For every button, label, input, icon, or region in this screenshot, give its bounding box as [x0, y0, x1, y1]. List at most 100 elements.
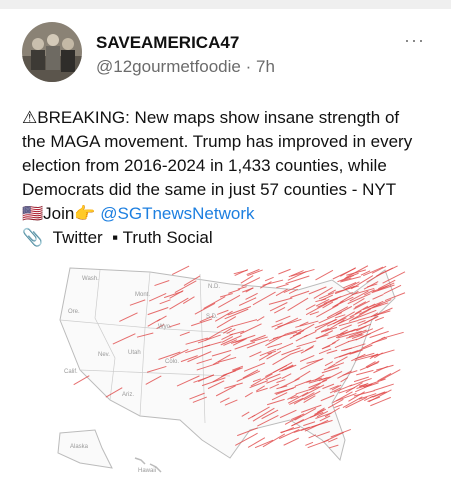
- arrow: [335, 305, 353, 316]
- arrow: [309, 411, 324, 418]
- arrow: [321, 327, 329, 333]
- arrow: [334, 404, 343, 409]
- arrow: [194, 302, 216, 315]
- map-label: N.D.: [208, 284, 220, 290]
- arrow: [229, 330, 245, 336]
- arrow: [334, 314, 346, 319]
- arrow: [339, 290, 359, 303]
- more-menu[interactable]: ···: [404, 30, 425, 50]
- arrow: [337, 274, 355, 283]
- arrow: [359, 361, 379, 371]
- arrow: [364, 289, 375, 296]
- arrow: [168, 323, 181, 328]
- arrow: [352, 309, 377, 320]
- hawaii-outline: [134, 457, 162, 473]
- arrow: [112, 333, 136, 345]
- arrow: [299, 355, 315, 362]
- arrow: [371, 349, 395, 358]
- arrow: [254, 439, 274, 449]
- arrow: [252, 291, 276, 306]
- arrow: [355, 333, 371, 341]
- arrow: [246, 339, 270, 349]
- map-label: Mont.: [135, 292, 150, 298]
- arrow: [159, 299, 171, 305]
- arrow: [145, 375, 162, 385]
- arrow: [218, 294, 241, 308]
- arrow: [325, 319, 345, 332]
- arrow: [348, 308, 372, 322]
- arrow: [287, 391, 309, 404]
- arrow: [304, 345, 315, 352]
- arrow: [299, 321, 309, 327]
- arrow: [224, 308, 249, 320]
- arrow: [196, 362, 220, 371]
- arrow: [353, 300, 370, 310]
- arrow: [280, 426, 295, 434]
- arrow: [197, 374, 215, 383]
- arrow: [216, 316, 237, 329]
- arrow: [324, 407, 340, 418]
- arrow: [318, 292, 335, 300]
- arrow: [353, 390, 375, 397]
- arrow: [179, 331, 190, 337]
- arrow: [370, 396, 391, 407]
- arrow: [266, 376, 282, 384]
- arrow: [304, 419, 329, 432]
- arrow: [274, 307, 286, 314]
- arrow: [154, 280, 170, 287]
- arrow: [340, 276, 361, 283]
- arrow: [349, 310, 362, 318]
- arrow: [215, 385, 236, 397]
- arrow: [372, 293, 384, 300]
- arrow: [252, 378, 262, 383]
- arrow: [366, 273, 381, 283]
- arrow: [271, 322, 283, 328]
- handle[interactable]: @12gourmetfoodie: [96, 57, 241, 76]
- arrow: [268, 336, 279, 342]
- arrow: [358, 303, 381, 315]
- join-line: 🇺🇸Join👉 @SGTnewsNetwork: [22, 202, 412, 226]
- arrow: [345, 396, 368, 409]
- arrow: [216, 309, 229, 315]
- mention-link[interactable]: @SGTnewsNetwork: [100, 204, 255, 223]
- arrow: [211, 349, 232, 357]
- arrow: [327, 398, 344, 409]
- arrow: [285, 275, 310, 285]
- arrow: [345, 382, 363, 394]
- join-text: 🇺🇸Join👉: [22, 204, 96, 223]
- arrow: [349, 290, 369, 302]
- avatar[interactable]: [22, 22, 82, 82]
- state-lines: [59, 319, 231, 334]
- arrow: [368, 389, 392, 403]
- arrow: [303, 395, 316, 404]
- arrow: [169, 348, 189, 359]
- arrow: [335, 392, 357, 402]
- arrow: [293, 426, 310, 433]
- arrow: [231, 319, 258, 327]
- arrow: [301, 404, 322, 413]
- arrow: [212, 354, 231, 366]
- arrow: [192, 396, 207, 403]
- arrow: [269, 302, 288, 312]
- arrow: [315, 431, 330, 437]
- arrow: [292, 332, 302, 337]
- arrow: [220, 325, 234, 332]
- arrow: [344, 281, 360, 290]
- arrow: [338, 319, 359, 327]
- arrow: [148, 292, 167, 302]
- arrow: [256, 385, 265, 392]
- arrow: [303, 421, 316, 427]
- display-name[interactable]: SAVEAMERICA47: [96, 33, 240, 52]
- arrow: [268, 297, 293, 305]
- arrow: [308, 376, 331, 384]
- post-map-image[interactable]: Wash. Ore. Calif. Nev. Utah Ariz. Mont. …: [40, 258, 410, 483]
- arrow: [381, 331, 404, 340]
- arrow: [224, 399, 238, 406]
- arrow: [374, 316, 384, 322]
- arrow: [295, 386, 320, 395]
- arrow: [341, 277, 352, 282]
- attachment-icon: 📎: [22, 228, 44, 247]
- arrow: [314, 409, 325, 415]
- arrow: [316, 407, 325, 413]
- arrow: [147, 307, 169, 316]
